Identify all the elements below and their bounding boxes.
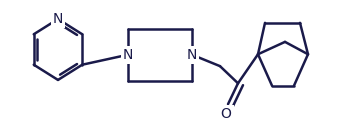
- Text: N: N: [53, 12, 63, 26]
- Text: N: N: [123, 48, 133, 62]
- Text: O: O: [221, 107, 231, 121]
- Text: N: N: [187, 48, 197, 62]
